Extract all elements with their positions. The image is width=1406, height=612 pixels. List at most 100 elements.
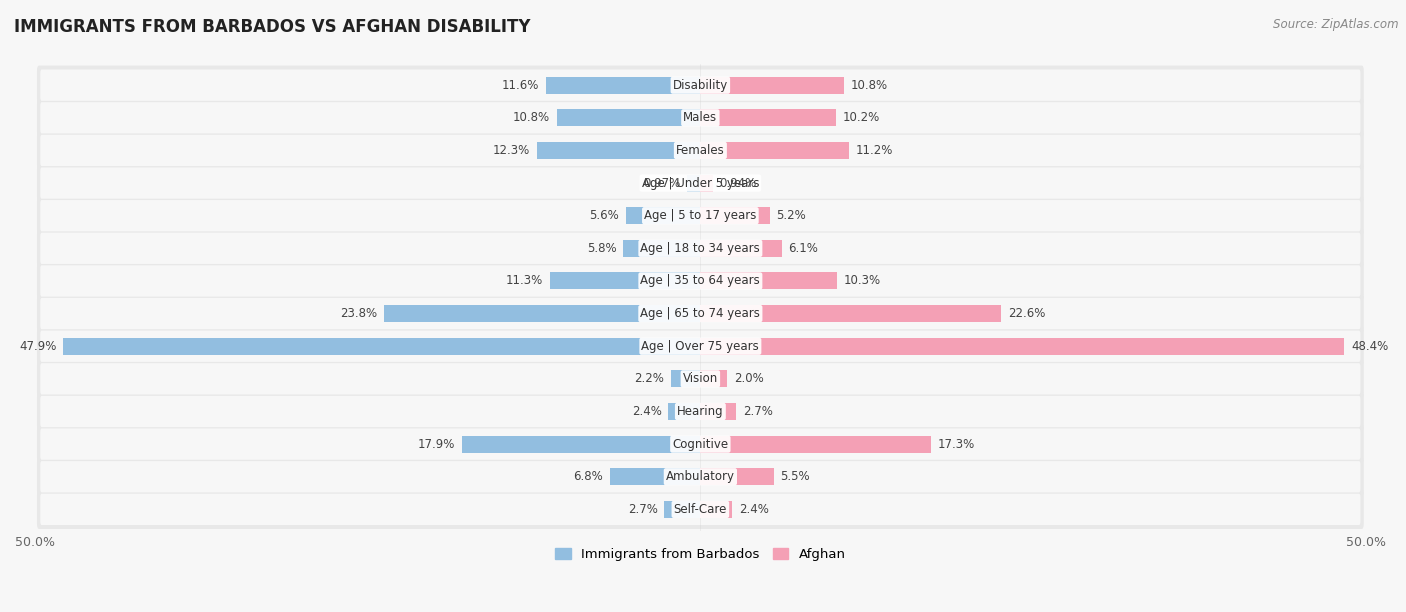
Text: Age | 65 to 74 years: Age | 65 to 74 years [640, 307, 761, 320]
Text: 17.3%: 17.3% [938, 438, 974, 450]
Text: Age | 5 to 17 years: Age | 5 to 17 years [644, 209, 756, 222]
Text: 17.9%: 17.9% [418, 438, 456, 450]
FancyBboxPatch shape [41, 461, 1361, 493]
Bar [700, 207, 769, 224]
Text: 5.2%: 5.2% [776, 209, 806, 222]
FancyBboxPatch shape [41, 396, 1361, 427]
Bar [688, 174, 700, 192]
FancyBboxPatch shape [41, 135, 1361, 166]
Bar [626, 207, 700, 224]
FancyBboxPatch shape [37, 163, 1364, 203]
Bar [550, 272, 700, 289]
Text: 11.6%: 11.6% [502, 79, 540, 92]
Text: 11.3%: 11.3% [506, 274, 543, 288]
FancyBboxPatch shape [37, 490, 1364, 529]
Text: Age | 35 to 64 years: Age | 35 to 64 years [641, 274, 761, 288]
FancyBboxPatch shape [37, 229, 1364, 268]
Bar [700, 338, 1344, 355]
FancyBboxPatch shape [37, 359, 1364, 398]
Text: Ambulatory: Ambulatory [666, 470, 735, 483]
Text: 48.4%: 48.4% [1351, 340, 1388, 353]
Text: Males: Males [683, 111, 717, 124]
Bar [671, 370, 700, 387]
Text: 2.7%: 2.7% [742, 405, 773, 418]
Bar [700, 468, 773, 485]
Text: Age | Over 75 years: Age | Over 75 years [641, 340, 759, 353]
Bar [63, 338, 700, 355]
Text: 6.1%: 6.1% [789, 242, 818, 255]
Text: 10.3%: 10.3% [844, 274, 882, 288]
FancyBboxPatch shape [37, 196, 1364, 235]
Legend: Immigrants from Barbados, Afghan: Immigrants from Barbados, Afghan [550, 542, 851, 566]
Text: 11.2%: 11.2% [856, 144, 893, 157]
Text: 2.0%: 2.0% [734, 372, 763, 386]
Bar [700, 501, 733, 518]
Text: 2.4%: 2.4% [740, 503, 769, 516]
Text: Age | Under 5 years: Age | Under 5 years [641, 177, 759, 190]
Bar [557, 110, 700, 126]
Bar [700, 272, 838, 289]
Text: Age | 18 to 34 years: Age | 18 to 34 years [641, 242, 761, 255]
Text: Disability: Disability [672, 79, 728, 92]
Text: Cognitive: Cognitive [672, 438, 728, 450]
Text: Self-Care: Self-Care [673, 503, 727, 516]
Bar [700, 370, 727, 387]
FancyBboxPatch shape [41, 70, 1361, 101]
FancyBboxPatch shape [41, 233, 1361, 264]
Bar [700, 240, 782, 257]
Text: Females: Females [676, 144, 724, 157]
Bar [700, 142, 849, 159]
FancyBboxPatch shape [41, 494, 1361, 525]
Bar [700, 403, 737, 420]
FancyBboxPatch shape [37, 425, 1364, 464]
Text: 5.5%: 5.5% [780, 470, 810, 483]
Text: 10.2%: 10.2% [842, 111, 880, 124]
Bar [610, 468, 700, 485]
Bar [700, 436, 931, 453]
Text: 5.6%: 5.6% [589, 209, 619, 222]
FancyBboxPatch shape [41, 298, 1361, 329]
FancyBboxPatch shape [37, 294, 1364, 333]
Text: 10.8%: 10.8% [851, 79, 887, 92]
Bar [537, 142, 700, 159]
Text: 23.8%: 23.8% [340, 307, 377, 320]
FancyBboxPatch shape [41, 330, 1361, 362]
Text: Source: ZipAtlas.com: Source: ZipAtlas.com [1274, 18, 1399, 31]
Text: 0.94%: 0.94% [720, 177, 756, 190]
Bar [546, 76, 700, 94]
Text: 47.9%: 47.9% [18, 340, 56, 353]
FancyBboxPatch shape [41, 200, 1361, 231]
Text: IMMIGRANTS FROM BARBADOS VS AFGHAN DISABILITY: IMMIGRANTS FROM BARBADOS VS AFGHAN DISAB… [14, 18, 530, 36]
Text: Vision: Vision [683, 372, 718, 386]
Text: 6.8%: 6.8% [574, 470, 603, 483]
FancyBboxPatch shape [37, 131, 1364, 170]
Text: 12.3%: 12.3% [492, 144, 530, 157]
FancyBboxPatch shape [41, 428, 1361, 460]
Text: Hearing: Hearing [678, 405, 724, 418]
Bar [665, 501, 700, 518]
Bar [384, 305, 700, 322]
Bar [668, 403, 700, 420]
FancyBboxPatch shape [41, 102, 1361, 133]
FancyBboxPatch shape [37, 392, 1364, 431]
Bar [700, 76, 844, 94]
Bar [700, 305, 1001, 322]
Text: 5.8%: 5.8% [586, 242, 617, 255]
Text: 22.6%: 22.6% [1008, 307, 1045, 320]
Bar [623, 240, 700, 257]
Bar [700, 174, 713, 192]
Bar [463, 436, 700, 453]
FancyBboxPatch shape [41, 363, 1361, 395]
FancyBboxPatch shape [37, 261, 1364, 300]
FancyBboxPatch shape [41, 265, 1361, 297]
FancyBboxPatch shape [37, 98, 1364, 137]
Text: 2.2%: 2.2% [634, 372, 665, 386]
Text: 2.7%: 2.7% [628, 503, 658, 516]
FancyBboxPatch shape [37, 457, 1364, 496]
Text: 0.97%: 0.97% [644, 177, 681, 190]
FancyBboxPatch shape [37, 327, 1364, 366]
Bar [700, 110, 837, 126]
Text: 2.4%: 2.4% [631, 405, 662, 418]
Text: 10.8%: 10.8% [513, 111, 550, 124]
FancyBboxPatch shape [41, 168, 1361, 199]
